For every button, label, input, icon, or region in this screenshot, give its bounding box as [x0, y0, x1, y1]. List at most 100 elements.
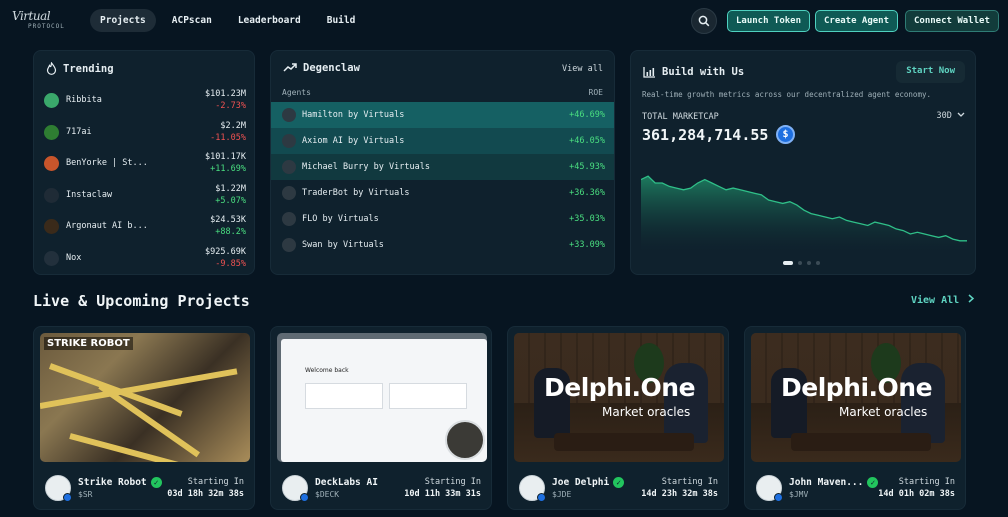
agent-name: FLO by Virtuals: [302, 214, 379, 224]
starting-label: Starting In: [424, 477, 481, 487]
sparkline-line: [641, 175, 967, 242]
agent-row[interactable]: Michael Burry by Virtuals +45.93%: [271, 154, 614, 180]
col-agents: Agents: [282, 88, 311, 97]
agent-row[interactable]: Hamilton by Virtuals +46.69%: [271, 102, 614, 128]
period-select[interactable]: 30D: [937, 111, 965, 121]
trending-row[interactable]: Nox $925.69K -9.85%: [44, 247, 246, 273]
agent-name: Hamilton by Virtuals: [302, 110, 405, 120]
image-window: Welcome back: [281, 339, 487, 462]
sparkline-area: [641, 176, 967, 251]
build-description: Real-time growth metrics across our dece…: [642, 90, 931, 99]
verified-check-icon: ✓: [150, 477, 162, 488]
carousel-dot[interactable]: [798, 261, 802, 265]
image-face: [445, 420, 485, 460]
token-name: BenYorke | St...: [66, 158, 148, 168]
connect-wallet-button[interactable]: Connect Wallet: [905, 10, 999, 32]
agent-row[interactable]: Axiom AI by Virtuals +46.05%: [271, 128, 614, 154]
project-name-text: Strike Robot: [78, 477, 147, 488]
carousel-dot[interactable]: [783, 261, 793, 265]
countdown: 10d 11h 33m 31s: [404, 489, 481, 499]
trending-row[interactable]: Instaclaw $1.22M +5.07%: [44, 184, 246, 210]
token-change: -2.73%: [215, 101, 246, 111]
project-card[interactable]: STRIKE ROBOT Strike Robot ✓ $SR Starting In 0…: [33, 326, 255, 510]
agent-row[interactable]: FLO by Virtuals +35.03%: [271, 206, 614, 232]
agent-avatar: [282, 160, 296, 174]
token-price: $925.69K: [205, 246, 246, 257]
project-card[interactable]: Welcome back DeckLabs AI $DECK Starting In 1…: [270, 326, 492, 510]
project-card[interactable]: Delphi.One Market oracles John Maven... ✓ $J…: [744, 326, 966, 510]
project-image: Delphi.One Market oracles: [751, 333, 961, 462]
starting-label: Starting In: [898, 477, 955, 487]
token-change: -11.05%: [210, 132, 246, 143]
chevron-down-icon: [957, 112, 965, 117]
token-avatar: [44, 250, 59, 266]
image-box: [389, 383, 467, 409]
verified-check-icon: ✓: [613, 477, 625, 488]
agent-name: TraderBot by Virtuals: [302, 188, 410, 198]
token-avatar: [44, 124, 59, 140]
trending-row[interactable]: 717ai $2.2M -11.05%: [44, 121, 246, 147]
logo-script: Virtual: [12, 9, 51, 23]
image-person: [901, 363, 945, 443]
virtuals-logo[interactable]: Virtual PROTOCOL: [12, 10, 74, 32]
project-ticker: $SR: [78, 490, 93, 499]
projects-section-title: Live & Upcoming Projects: [33, 292, 250, 310]
image-table: [554, 433, 694, 451]
trending-row[interactable]: Argonaut AI b... $24.53K +88.2%: [44, 215, 246, 241]
logo-subtitle: PROTOCOL: [28, 23, 65, 30]
token-name: Ribbita: [66, 95, 102, 105]
degenclaw-view-all[interactable]: View all: [562, 64, 603, 74]
nav-leaderboard[interactable]: Leaderboard: [237, 15, 301, 26]
carousel-dot[interactable]: [807, 261, 811, 265]
create-agent-button[interactable]: Create Agent: [815, 10, 899, 32]
project-image: Welcome back: [277, 333, 487, 462]
period-value: 30D: [936, 111, 952, 121]
project-ticker: $DECK: [315, 490, 340, 499]
degenclaw-title-text: Degenclaw: [303, 62, 360, 74]
nav-build[interactable]: Build: [326, 15, 356, 26]
trending-row[interactable]: Ribbita $101.23M -2.73%: [44, 89, 246, 115]
project-image: STRIKE ROBOT: [40, 333, 250, 462]
projects-view-all[interactable]: View All: [911, 294, 975, 306]
token-price: $101.17K: [205, 152, 246, 162]
token-change: +88.2%: [215, 227, 246, 237]
agent-row[interactable]: Swan by Virtuals +33.09%: [271, 232, 614, 258]
countdown: 14d 23h 32m 38s: [641, 489, 718, 499]
image-person: [664, 363, 708, 443]
verified-check-icon: ✓: [867, 477, 879, 488]
token-price: $101.23M: [205, 89, 246, 99]
nav-projects[interactable]: Projects: [90, 9, 156, 32]
image-person: [534, 368, 570, 438]
degenclaw-header: Agents ROE: [282, 88, 603, 97]
agent-avatar: [282, 186, 296, 200]
starting-label: Starting In: [187, 477, 244, 487]
token-change: +5.07%: [215, 195, 246, 206]
agent-row[interactable]: TraderBot by Virtuals +36.36%: [271, 180, 614, 206]
agent-roe: +33.09%: [569, 240, 605, 250]
agent-roe: +36.36%: [569, 188, 605, 198]
agent-avatar: [282, 108, 296, 122]
launch-token-button[interactable]: Launch Token: [727, 10, 811, 32]
projects-view-all-label: View All: [911, 295, 960, 306]
trending-card: Trending Ribbita $101.23M -2.73% 717ai $2.2M…: [33, 50, 255, 275]
project-card[interactable]: Delphi.One Market oracles Joe Delphi ✓ $JDE S…: [507, 326, 729, 510]
project-ticker: $JDE: [552, 490, 572, 499]
image-window-title: Welcome back: [305, 367, 349, 374]
countdown: 03d 18h 32m 38s: [167, 489, 244, 499]
token-name: 717ai: [66, 126, 92, 137]
project-name: Strike Robot ✓: [78, 477, 162, 488]
search-button[interactable]: [691, 8, 717, 34]
project-name: John Maven... ✓: [789, 477, 879, 488]
nav-acpscan[interactable]: ACPscan: [171, 15, 212, 26]
degenclaw-title: Degenclaw: [283, 62, 360, 74]
build-title-text: Build with Us: [662, 66, 745, 78]
start-now-button[interactable]: Start Now: [896, 61, 965, 83]
countdown: 14d 01h 02m 38s: [878, 489, 955, 499]
chain-badge-icon: [300, 493, 309, 502]
main-nav: Projects ACPscan Leaderboard Build: [90, 9, 365, 32]
project-name-text: Joe Delphi: [552, 477, 610, 488]
bar-chart-icon: [643, 66, 655, 78]
carousel-dot[interactable]: [816, 261, 820, 265]
trending-row[interactable]: BenYorke | St... $101.17K +11.69%: [44, 152, 246, 178]
image-overlay-subtitle: Market oracles: [602, 405, 691, 419]
